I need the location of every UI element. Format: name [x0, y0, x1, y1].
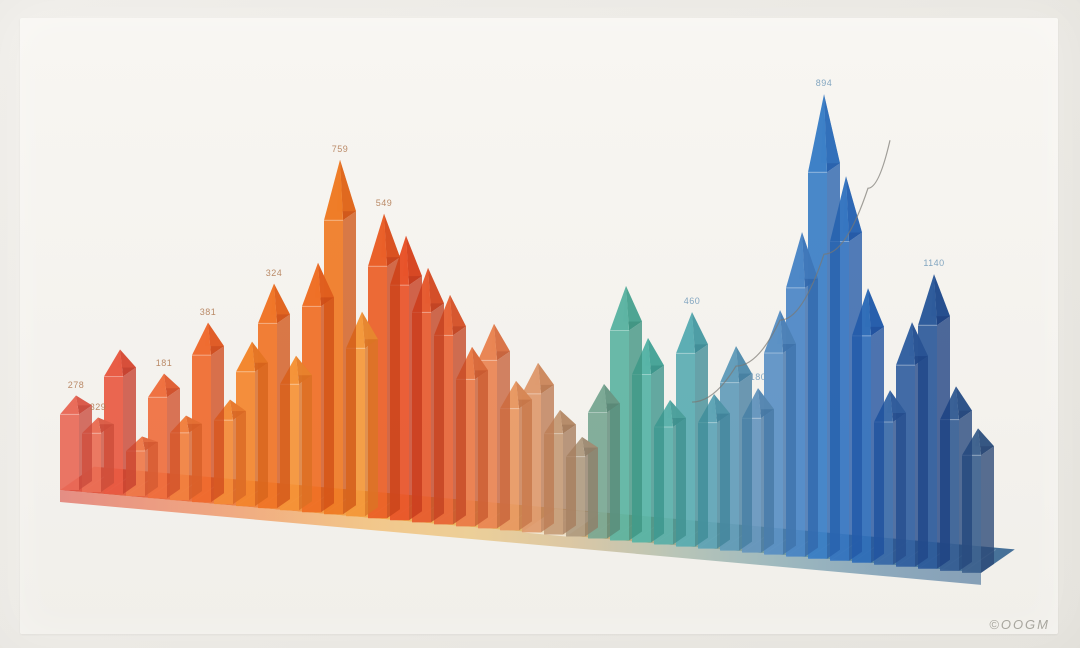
chart-canvas: 1140 894 180 460 549 759 324 381 181 329 278 ©OOGM: [0, 0, 1080, 648]
watermark: ©OOGM: [989, 617, 1050, 632]
bar-value-label: 180: [750, 372, 767, 382]
bar-value-label: 1140: [923, 258, 944, 268]
bar-value-label: 549: [376, 198, 393, 208]
bar-value-label: 181: [156, 358, 173, 368]
bar-value-label: 759: [332, 144, 349, 154]
bar-value-label: 894: [816, 78, 833, 88]
bar-value-label: 460: [684, 296, 701, 306]
bar-value-label: 329: [90, 402, 107, 412]
bar-chart: [0, 0, 1080, 648]
bar: [60, 396, 92, 491]
bar-value-label: 324: [266, 268, 283, 278]
bar-value-label: 381: [200, 307, 217, 317]
bar-value-label: 278: [68, 380, 85, 390]
